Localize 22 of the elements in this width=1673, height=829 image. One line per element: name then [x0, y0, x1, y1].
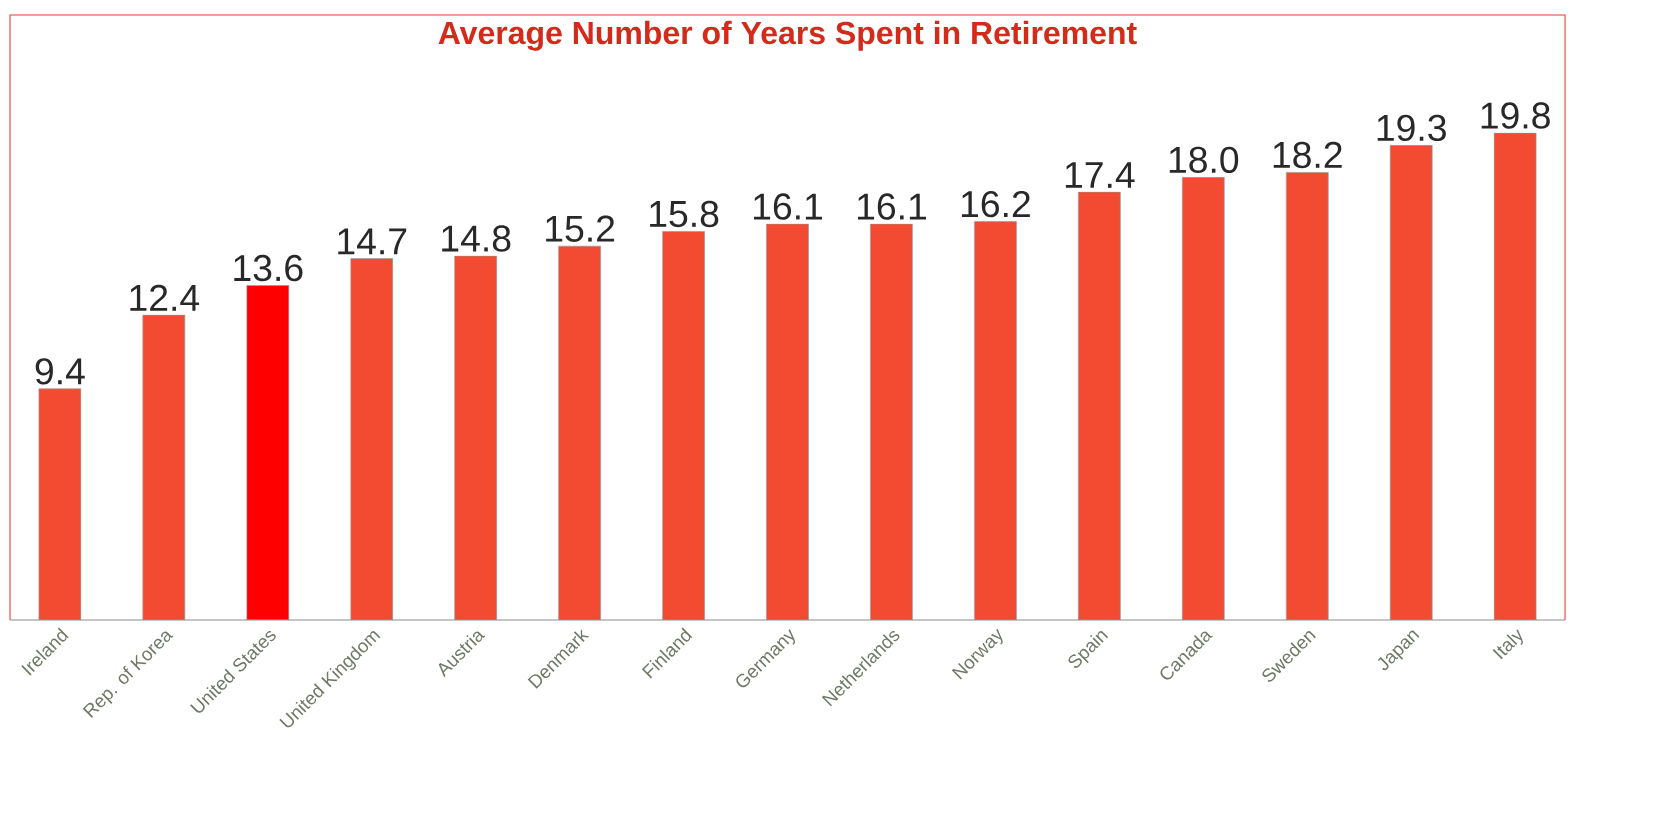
bar: [766, 223, 809, 621]
bar: [1078, 191, 1121, 621]
data-label: 19.3: [1377, 114, 1446, 142]
bar: [454, 255, 498, 621]
data-label: 14.7: [338, 228, 407, 255]
data-label: 18.0: [1169, 146, 1239, 174]
data-label: 16.1: [754, 193, 823, 220]
data-label: 9.4: [35, 358, 85, 385]
data-label: 15.8: [650, 200, 719, 228]
data-label: 15.2: [546, 215, 615, 242]
bar: [142, 314, 186, 621]
x-tick-label: Italy: [1492, 629, 1523, 660]
bar: [1389, 145, 1433, 621]
data-label: 14.8: [442, 225, 511, 252]
data-label: 12.4: [130, 284, 200, 311]
data-label: 17.4: [1065, 162, 1135, 188]
data-label: 16.1: [857, 193, 926, 220]
data-label: 19.8: [1481, 102, 1550, 129]
data-label: 18.2: [1273, 141, 1342, 169]
data-label: 13.6: [234, 254, 303, 282]
data-label: 16.2: [961, 190, 1030, 218]
chart-title: Average Number of Years Spent in Retirement: [438, 20, 1137, 51]
